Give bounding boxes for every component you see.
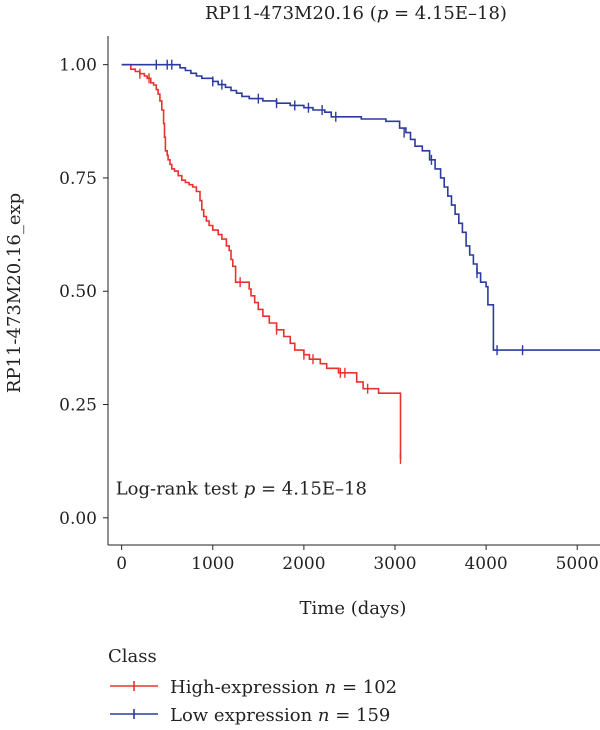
y-axis-label: RP11-473M20.16_exp: [4, 193, 25, 393]
x-axis-label: Time (days): [300, 598, 407, 619]
series-layer: [121, 59, 600, 464]
y-tick-label: 1.00: [59, 56, 97, 76]
series-high-expression: [121, 63, 402, 464]
legend: Class High-expression n = 102 Low expres…: [108, 646, 397, 726]
log-rank-annotation: Log-rank test p = 4.15E–18: [116, 478, 367, 499]
x-tick-label: 2000: [282, 554, 325, 574]
series-low-expression: [121, 59, 600, 356]
x-tick-label: 1000: [191, 554, 234, 574]
survival-curve: [121, 63, 600, 351]
y-tick-label: 0.00: [59, 509, 97, 529]
y-tick-label: 0.50: [59, 282, 97, 302]
x-tick-label: 3000: [373, 554, 416, 574]
x-tick-label: 4000: [464, 554, 507, 574]
axes: 0.00 0.25 0.50 0.75 1.00 0 1000 2000 3000 4000 500…: [59, 36, 600, 574]
survival-curve: [121, 63, 402, 459]
legend-label-low: Low expression n = 159: [170, 705, 390, 726]
x-tick-label: 0: [116, 554, 127, 574]
y-tick-label: 0.75: [59, 169, 97, 189]
x-tick-label: 5000: [556, 554, 599, 574]
legend-label-high: High-expression n = 102: [170, 677, 397, 698]
y-tick-label: 0.25: [59, 396, 97, 416]
chart-title: RP11-473M20.16 (p = 4.15E–18): [205, 3, 507, 24]
legend-title: Class: [108, 646, 157, 667]
